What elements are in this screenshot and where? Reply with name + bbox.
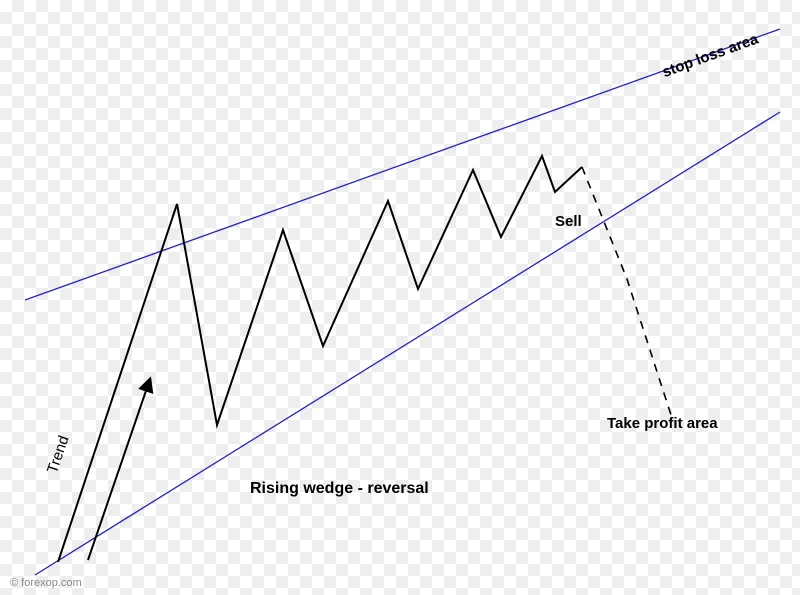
trend-arrow xyxy=(88,382,149,560)
projection-dashed-line xyxy=(582,167,672,418)
title-label: Rising wedge - reversal xyxy=(250,480,429,498)
diagram-canvas xyxy=(0,0,800,595)
lower-wedge-line xyxy=(35,112,780,575)
price-zigzag-line xyxy=(58,156,582,562)
sell-label: Sell xyxy=(555,213,582,230)
attribution-label: © forexop.com xyxy=(10,577,82,589)
take-profit-label: Take profit area xyxy=(607,415,718,432)
